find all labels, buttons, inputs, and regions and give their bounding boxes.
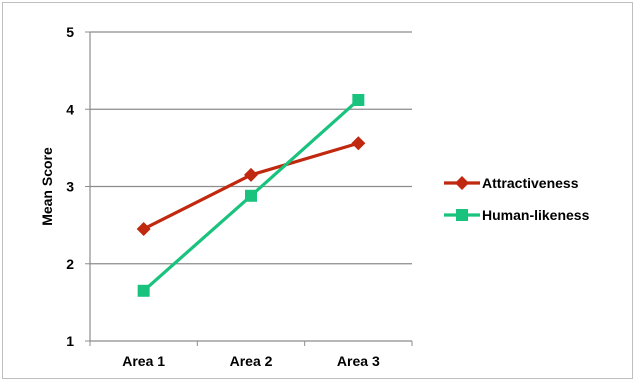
data-point [351, 136, 366, 151]
data-point [136, 221, 151, 236]
x-tick-label: Area 1 [122, 353, 165, 369]
series-2 [137, 93, 365, 297]
series-1 [136, 136, 366, 236]
x-tick-label: Area 2 [230, 353, 273, 369]
legend-item: Human-likeness [444, 207, 590, 223]
data-point [244, 167, 258, 182]
y-tick-labels: 1 2 3 4 5 [66, 24, 74, 349]
data-point [352, 93, 365, 106]
x-tick-label: Area 3 [337, 353, 380, 369]
y-tick-label: 3 [66, 179, 74, 195]
y-tick-label: 1 [66, 333, 74, 349]
legend-label: Attractiveness [482, 175, 579, 191]
data-point [137, 284, 150, 297]
y-tick-label: 5 [66, 24, 74, 40]
y-tick-label: 2 [66, 256, 74, 272]
legend: Attractiveness Human-likeness [444, 175, 590, 223]
y-axis-title: Mean Score [39, 147, 55, 226]
legend-marker [456, 209, 468, 221]
x-tick-labels: Area 1 Area 2 Area 3 [89, 341, 413, 369]
series-layer [136, 93, 366, 297]
legend-label: Human-likeness [482, 207, 590, 223]
legend-marker [455, 176, 469, 190]
data-point [245, 189, 257, 202]
legend-item: Attractiveness [444, 175, 579, 191]
y-tick-label: 4 [66, 101, 74, 117]
gridlines [85, 31, 412, 342]
